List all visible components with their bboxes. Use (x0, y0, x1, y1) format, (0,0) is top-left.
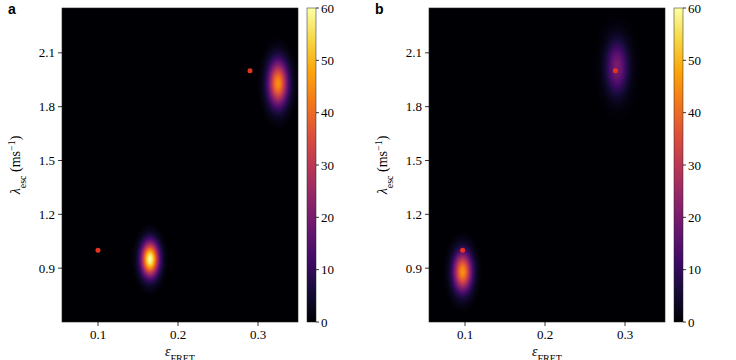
colorbar (674, 8, 683, 322)
colorbar-tick (683, 8, 686, 9)
colorbar-tick (683, 165, 686, 166)
x-tick (625, 322, 626, 326)
label-part: ) (375, 135, 391, 140)
x-tick (258, 322, 259, 326)
colorbar-tick (316, 269, 319, 270)
density-peak (258, 38, 298, 130)
true-value-marker (613, 68, 618, 73)
plot-area (443, 13, 639, 312)
plot-frame (429, 8, 665, 322)
y-tick-label: 0.9 (406, 261, 422, 276)
label-part: −1 (6, 140, 17, 151)
colorbar-tick-label: 40 (688, 105, 701, 120)
colorbar-tick-label: 30 (321, 158, 334, 173)
colorbar (307, 8, 316, 322)
colorbar-tick (316, 165, 319, 166)
y-tick (425, 52, 429, 53)
x-tick (178, 322, 179, 326)
label-part: −1 (373, 140, 384, 151)
colorbar-tick-label: 60 (688, 1, 701, 16)
x-axis-label: εFRET (165, 344, 195, 360)
colorbar-tick-label: 50 (321, 53, 334, 68)
colorbar-tick (683, 60, 686, 61)
x-tick-label: 0.2 (537, 327, 553, 342)
figure: 0.10.20.30.91.21.51.82.1εFRETλesc (ms−1)… (0, 0, 736, 360)
colorbar-tick-label: 40 (321, 105, 334, 120)
colorbar-tick (683, 112, 686, 113)
plot-frame (62, 8, 298, 322)
colorbar-tick-label: 0 (321, 315, 328, 330)
y-tick-label: 1.8 (39, 99, 55, 114)
plot-background (429, 8, 665, 322)
label-part: FRET (171, 353, 195, 360)
y-tick-label: 1.5 (39, 153, 55, 168)
colorbar-tick-label: 60 (321, 1, 334, 16)
y-tick (425, 106, 429, 107)
colorbar-tick (316, 8, 319, 9)
label-part: λ (8, 188, 23, 195)
colorbar-tick (316, 322, 319, 323)
y-tick-label: 1.2 (406, 207, 422, 222)
colorbar-tick-label: 30 (688, 158, 701, 173)
x-tick (98, 322, 99, 326)
density-peak (132, 224, 168, 294)
x-tick-label: 0.1 (90, 327, 106, 342)
y-tick-label: 1.8 (406, 99, 422, 114)
colorbar-tick-label: 10 (688, 262, 701, 277)
label-part: FRET (538, 353, 562, 360)
y-tick-label: 2.1 (39, 45, 55, 60)
colorbar-tick (683, 322, 686, 323)
colorbar-tick (316, 217, 319, 218)
y-tick (58, 160, 62, 161)
x-tick (465, 322, 466, 326)
x-tick-label: 0.2 (170, 327, 186, 342)
x-tick-label: 0.1 (457, 327, 473, 342)
true-value-marker (96, 248, 101, 253)
y-tick-label: 1.5 (406, 153, 422, 168)
y-tick (58, 52, 62, 53)
colorbar-tick (316, 112, 319, 113)
label-part: (ms (375, 151, 391, 176)
panel-label: a (8, 1, 16, 17)
label-part: esc (384, 175, 395, 188)
plot-area (96, 38, 299, 295)
y-tick (425, 268, 429, 269)
y-tick (425, 160, 429, 161)
y-axis-label: λesc (ms−1) (6, 135, 28, 195)
colorbar-tick-label: 10 (321, 262, 334, 277)
y-tick (425, 214, 429, 215)
density-peak (594, 13, 640, 121)
label-part: (ms (8, 151, 24, 176)
x-axis-label: εFRET (532, 344, 562, 360)
y-tick (58, 214, 62, 215)
colorbar-tick-label: 0 (688, 315, 695, 330)
y-tick (58, 268, 62, 269)
y-tick (58, 106, 62, 107)
panel-label: b (375, 1, 384, 17)
colorbar-tick-label: 50 (688, 53, 701, 68)
density-peak (443, 231, 481, 312)
true-value-marker (460, 248, 465, 253)
x-tick-label: 0.3 (250, 327, 266, 342)
colorbar-tick-label: 20 (688, 210, 701, 225)
y-tick-label: 2.1 (406, 45, 422, 60)
label-part: λ (375, 188, 390, 195)
x-tick (545, 322, 546, 326)
plot-background (62, 8, 298, 322)
true-value-marker (248, 68, 253, 73)
y-tick-label: 1.2 (39, 207, 55, 222)
label-part: ) (8, 135, 24, 140)
y-tick-label: 0.9 (39, 261, 55, 276)
colorbar-tick (683, 217, 686, 218)
label-part: esc (17, 175, 28, 188)
colorbar-tick (316, 60, 319, 61)
colorbar-tick (683, 269, 686, 270)
y-axis-label: λesc (ms−1) (373, 135, 395, 195)
colorbar-tick-label: 20 (321, 210, 334, 225)
x-tick-label: 0.3 (617, 327, 633, 342)
